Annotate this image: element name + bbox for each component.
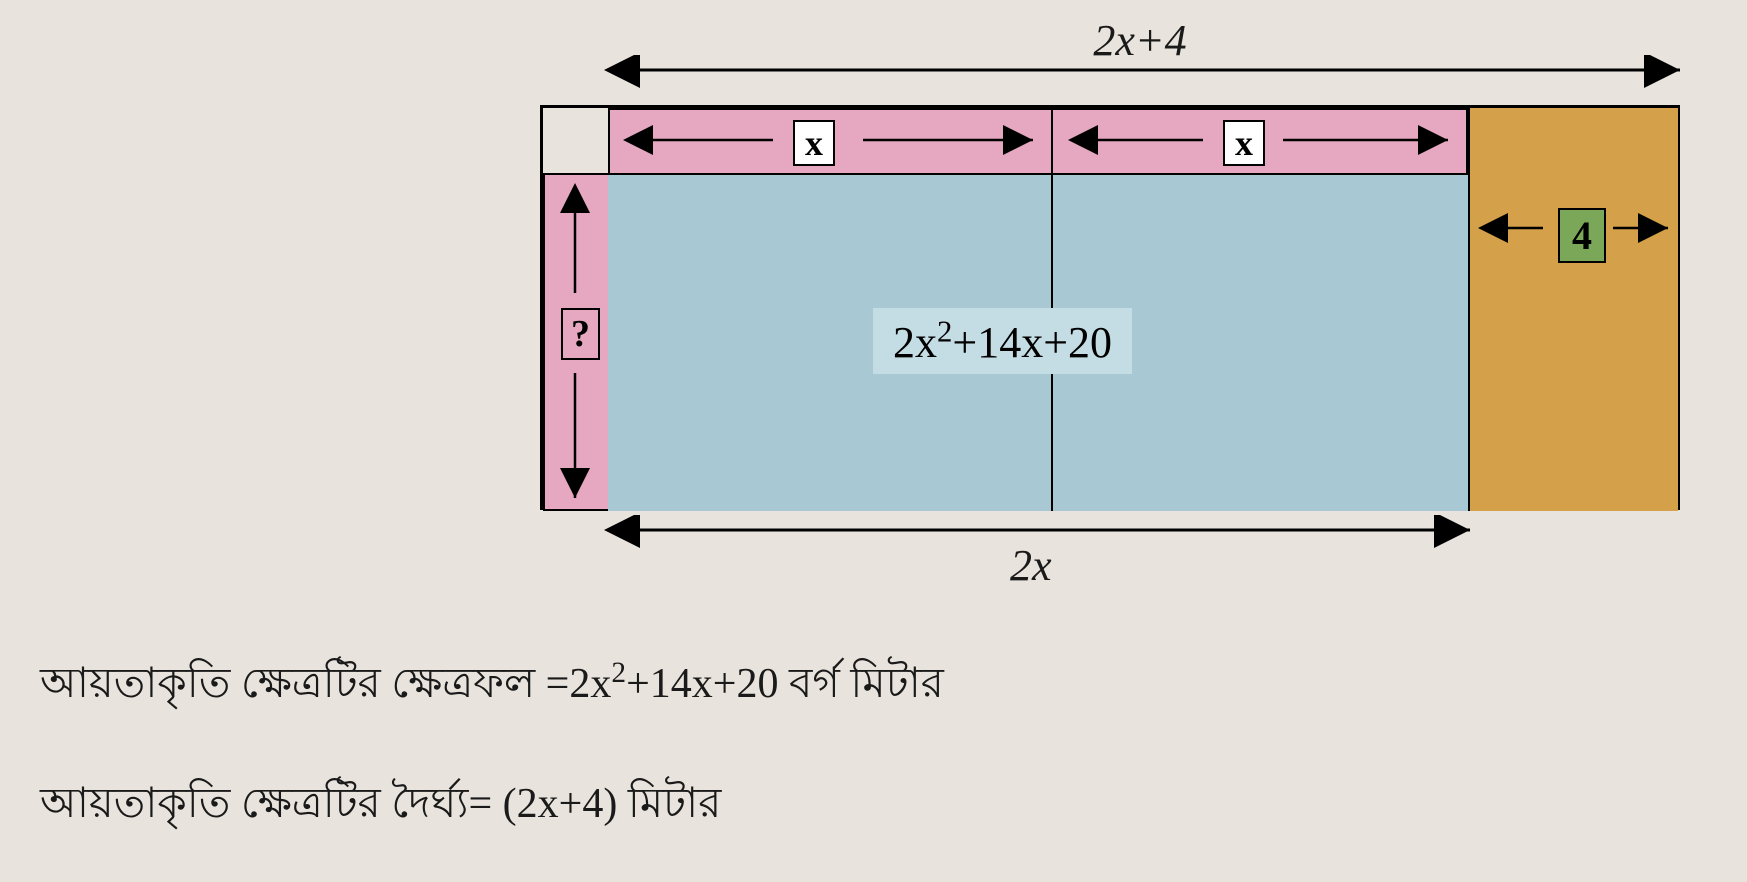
top-dimension-label: 2x+4 (1093, 15, 1186, 66)
bottom-dimension-label: 2x (1010, 540, 1052, 591)
rectangle-outer: x x 4 ? 2x2+14x+20 (540, 105, 1680, 510)
unknown-height-label: ? (561, 308, 600, 360)
area-text: 2x2+14x+20 (893, 318, 1112, 367)
line1-formula: 2x2+14x+20 (569, 661, 778, 707)
line2-suffix: মিটার (617, 781, 721, 827)
segment-x-label-1: x (793, 120, 835, 166)
area-statement-line: আয়তাকৃতি ক্ষেত্রটির ক্ষেত্রফল =2x2+14x+… (40, 650, 944, 721)
top-dimension-arrow: 2x+4 (600, 20, 1680, 75)
line1-suffix: বর্গ মিটার (778, 661, 943, 707)
length-statement-line: আয়তাকৃতি ক্ষেত্রটির দৈর্ঘ্য= (2x+4) মিট… (40, 770, 721, 841)
segment-4-label: 4 (1558, 208, 1606, 263)
line1-prefix: আয়তাকৃতি ক্ষেত্রটির ক্ষেত্রফল = (40, 661, 569, 707)
area-expression: 2x2+14x+20 (873, 308, 1132, 374)
line2-formula: (2x+4) (503, 781, 618, 827)
area-diagram: 2x+4 x x 4 ? 2x2+14x+20 (540, 20, 1700, 600)
segment-x-label-2: x (1223, 120, 1265, 166)
line2-prefix: আয়তাকৃতি ক্ষেত্রটির দৈর্ঘ্য= (40, 781, 503, 827)
